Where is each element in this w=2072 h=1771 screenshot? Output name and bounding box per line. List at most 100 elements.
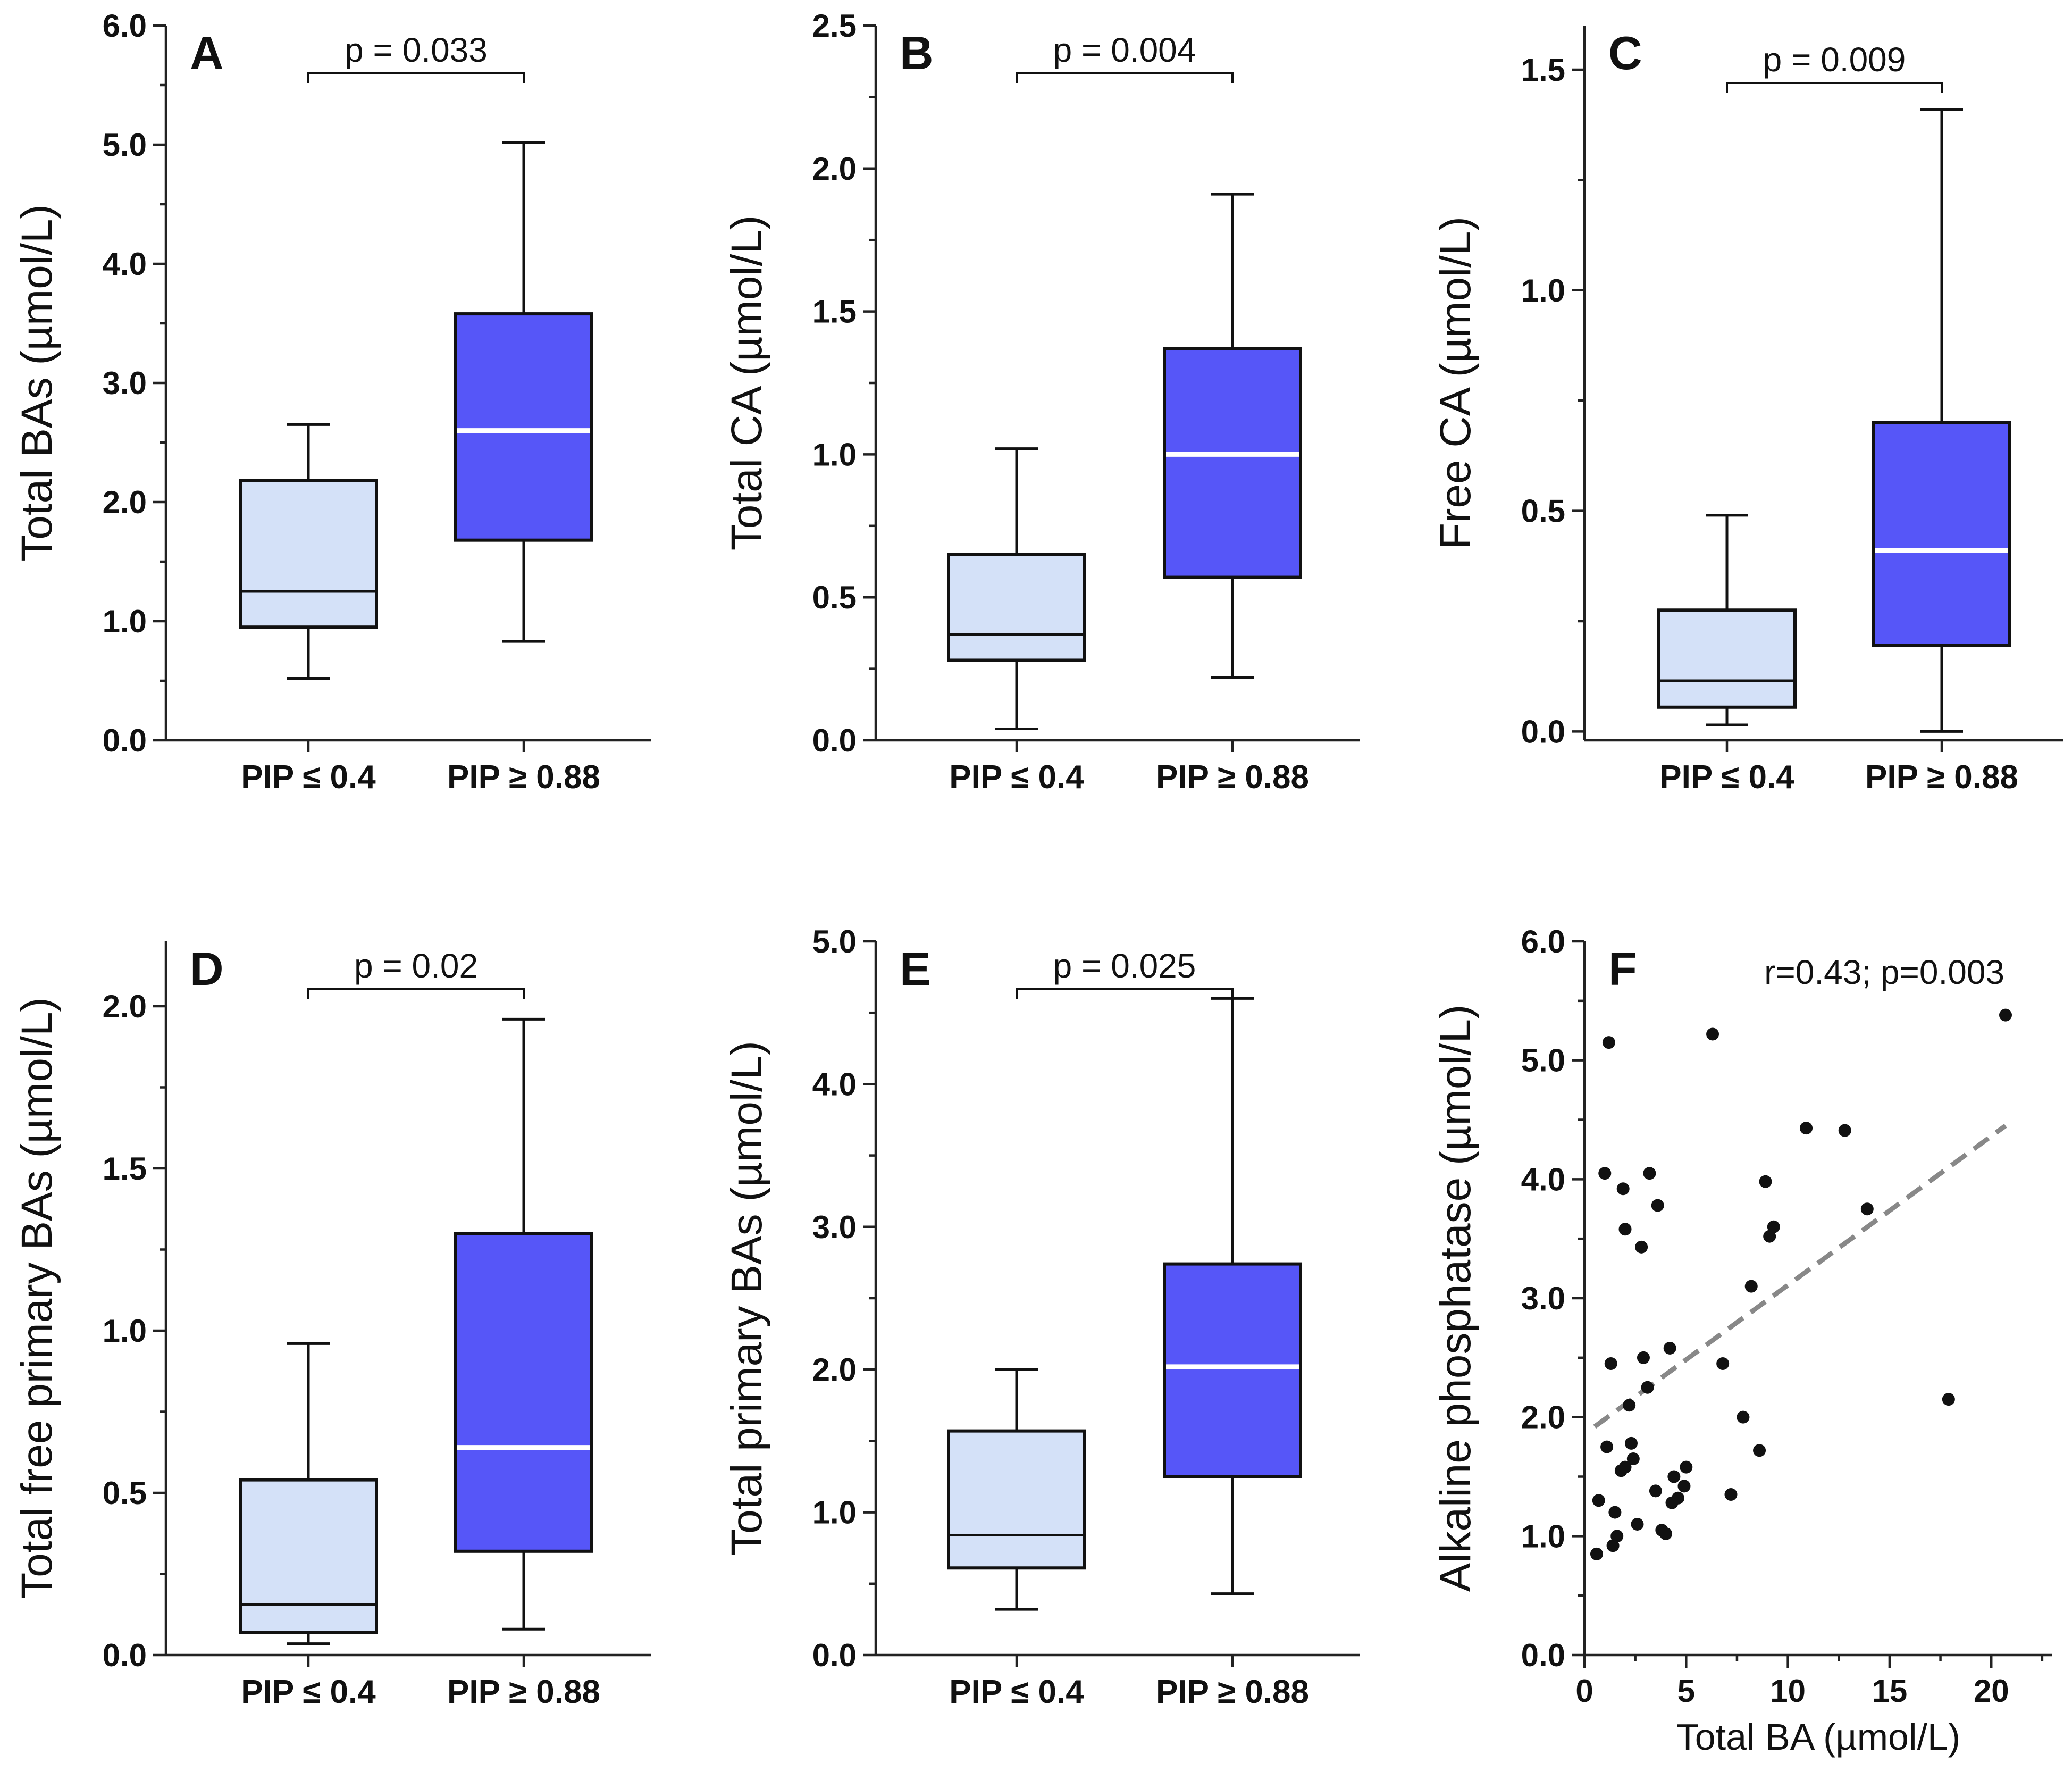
- y-tick-label: 1.0: [1521, 273, 1565, 308]
- y-tick-label: 1.0: [812, 1495, 857, 1531]
- data-point: [1753, 1444, 1766, 1457]
- trend-line: [1593, 1124, 2007, 1429]
- p-value-label: p = 0.004: [1053, 31, 1196, 69]
- data-point: [1672, 1491, 1684, 1505]
- p-value-label: p = 0.02: [354, 947, 478, 985]
- box-pip-low: [239, 1478, 378, 1634]
- y-tick-label: 3.0: [1521, 1281, 1565, 1316]
- y-tick-label: 5.0: [103, 127, 147, 163]
- data-point: [1590, 1547, 1603, 1560]
- data-point: [1643, 1167, 1656, 1180]
- panel-letter: B: [900, 27, 934, 79]
- panel-d: 0.0 0.5 1.0 1.5 2.0 Total free primary BAs (µ…: [13, 941, 651, 1710]
- category-label: PIP ≤ 0.4: [1659, 759, 1794, 796]
- data-point: [1860, 1202, 1874, 1216]
- significance-bracket: [307, 988, 525, 999]
- data-point: [1659, 1527, 1673, 1540]
- data-point: [1759, 1175, 1772, 1188]
- data-point: [1618, 1223, 1632, 1236]
- data-point: [1999, 1008, 2012, 1022]
- y-tick-label: 1.5: [812, 294, 857, 330]
- y-tick-label: 5.0: [1521, 1043, 1565, 1079]
- x-tick-label: 5: [1677, 1673, 1695, 1709]
- data-point: [1800, 1122, 1813, 1135]
- box-pip-low: [947, 553, 1086, 662]
- y-tick-label: 0.0: [103, 1638, 147, 1673]
- data-point: [1724, 1488, 1738, 1501]
- y-tick-label: 2.5: [812, 8, 857, 44]
- category-label: PIP ≤ 0.4: [949, 1674, 1084, 1710]
- data-point: [1637, 1351, 1650, 1364]
- y-tick-label: 2.0: [103, 484, 147, 520]
- x-tick-label: 0: [1575, 1673, 1593, 1709]
- category-label: PIP ≥ 0.88: [1156, 759, 1309, 796]
- y-tick-label: 3.0: [812, 1209, 857, 1245]
- data-point: [1602, 1036, 1615, 1049]
- panel-letter: D: [190, 942, 224, 995]
- panel-letter: C: [1608, 27, 1642, 79]
- y-tick-label: 0.0: [1521, 714, 1565, 749]
- data-point: [1767, 1220, 1780, 1233]
- box-pip-high: [1163, 1262, 1302, 1478]
- y-axis-label: Total BAs (µmol/L): [13, 204, 61, 562]
- panel-letter: F: [1608, 942, 1637, 995]
- p-value-label: p = 0.009: [1763, 40, 1906, 79]
- category-label: PIP ≤ 0.4: [241, 1674, 376, 1710]
- data-point: [1623, 1399, 1636, 1412]
- data-point: [1600, 1440, 1614, 1453]
- y-tick-label: 2.0: [1521, 1400, 1565, 1435]
- correlation-annotation: r=0.43; p=0.003: [1764, 953, 2004, 991]
- data-point: [1641, 1381, 1654, 1394]
- box-pip-high: [1163, 347, 1302, 579]
- data-point: [1838, 1124, 1851, 1137]
- box-pip-high: [1872, 421, 2011, 647]
- y-axis-label: Free CA (µmol/L): [1431, 216, 1480, 549]
- y-tick-label: 4.0: [1521, 1162, 1565, 1197]
- box-pip-low: [239, 479, 378, 629]
- y-tick-label: 6.0: [1521, 924, 1565, 959]
- y-tick-label: 2.0: [812, 1352, 857, 1388]
- category-label: PIP ≥ 0.88: [1156, 1674, 1309, 1710]
- data-point: [1737, 1410, 1750, 1424]
- y-tick-label: 0.5: [812, 580, 857, 615]
- data-point: [1604, 1357, 1617, 1371]
- significance-bracket: [1726, 82, 1943, 93]
- panel-letter: A: [190, 27, 224, 79]
- y-tick-label: 2.0: [812, 151, 857, 187]
- y-tick-label: 0.0: [103, 723, 147, 758]
- data-point: [1610, 1530, 1624, 1543]
- panel-a: 0.0 1.0 2.0 3.0 4.0 5.0 6.0 Total BAs (µmol/L) A…: [13, 8, 651, 796]
- y-tick-label: 0.5: [103, 1475, 147, 1511]
- data-point: [1618, 1460, 1632, 1474]
- data-point: [1608, 1506, 1622, 1519]
- box-pip-high: [454, 312, 593, 542]
- data-point: [1635, 1240, 1648, 1254]
- panel-letter: E: [900, 942, 931, 995]
- y-tick-label: 1.0: [812, 437, 857, 472]
- data-point: [1663, 1341, 1676, 1355]
- category-label: PIP ≤ 0.4: [241, 759, 376, 796]
- data-point: [1651, 1199, 1664, 1212]
- x-tick-label: 20: [1974, 1673, 2009, 1709]
- y-tick-label: 3.0: [103, 365, 147, 401]
- y-tick-label: 1.5: [1521, 52, 1565, 88]
- y-axis-label: Alkaline phosphatase (µmol/L): [1431, 1005, 1480, 1592]
- data-point: [1626, 1452, 1640, 1465]
- y-tick-label: 0.0: [812, 723, 857, 758]
- y-tick-label: 1.5: [103, 1151, 147, 1187]
- y-tick-label: 0.0: [812, 1638, 857, 1673]
- panel-f: 0.0 1.0 2.0 3.0 4.0 5.0 6.0 Alkaline phosphatas…: [1431, 924, 2052, 1758]
- p-value-label: p = 0.025: [1053, 947, 1196, 985]
- data-point: [1677, 1480, 1691, 1493]
- category-label: PIP ≤ 0.4: [949, 759, 1084, 796]
- box-pip-high: [454, 1232, 593, 1553]
- panel-e: 0.0 1.0 2.0 3.0 4.0 5.0 Total primary BAs (µmo…: [723, 924, 1360, 1710]
- y-axis-label: Total free primary BAs (µmol/L): [13, 997, 61, 1599]
- data-point: [1716, 1357, 1730, 1371]
- category-label: PIP ≥ 0.88: [447, 759, 600, 796]
- data-point: [1942, 1393, 1955, 1406]
- box-pip-low: [1657, 608, 1797, 709]
- significance-bracket: [1016, 988, 1234, 999]
- x-tick-label: 15: [1872, 1673, 1908, 1709]
- data-point: [1631, 1517, 1644, 1531]
